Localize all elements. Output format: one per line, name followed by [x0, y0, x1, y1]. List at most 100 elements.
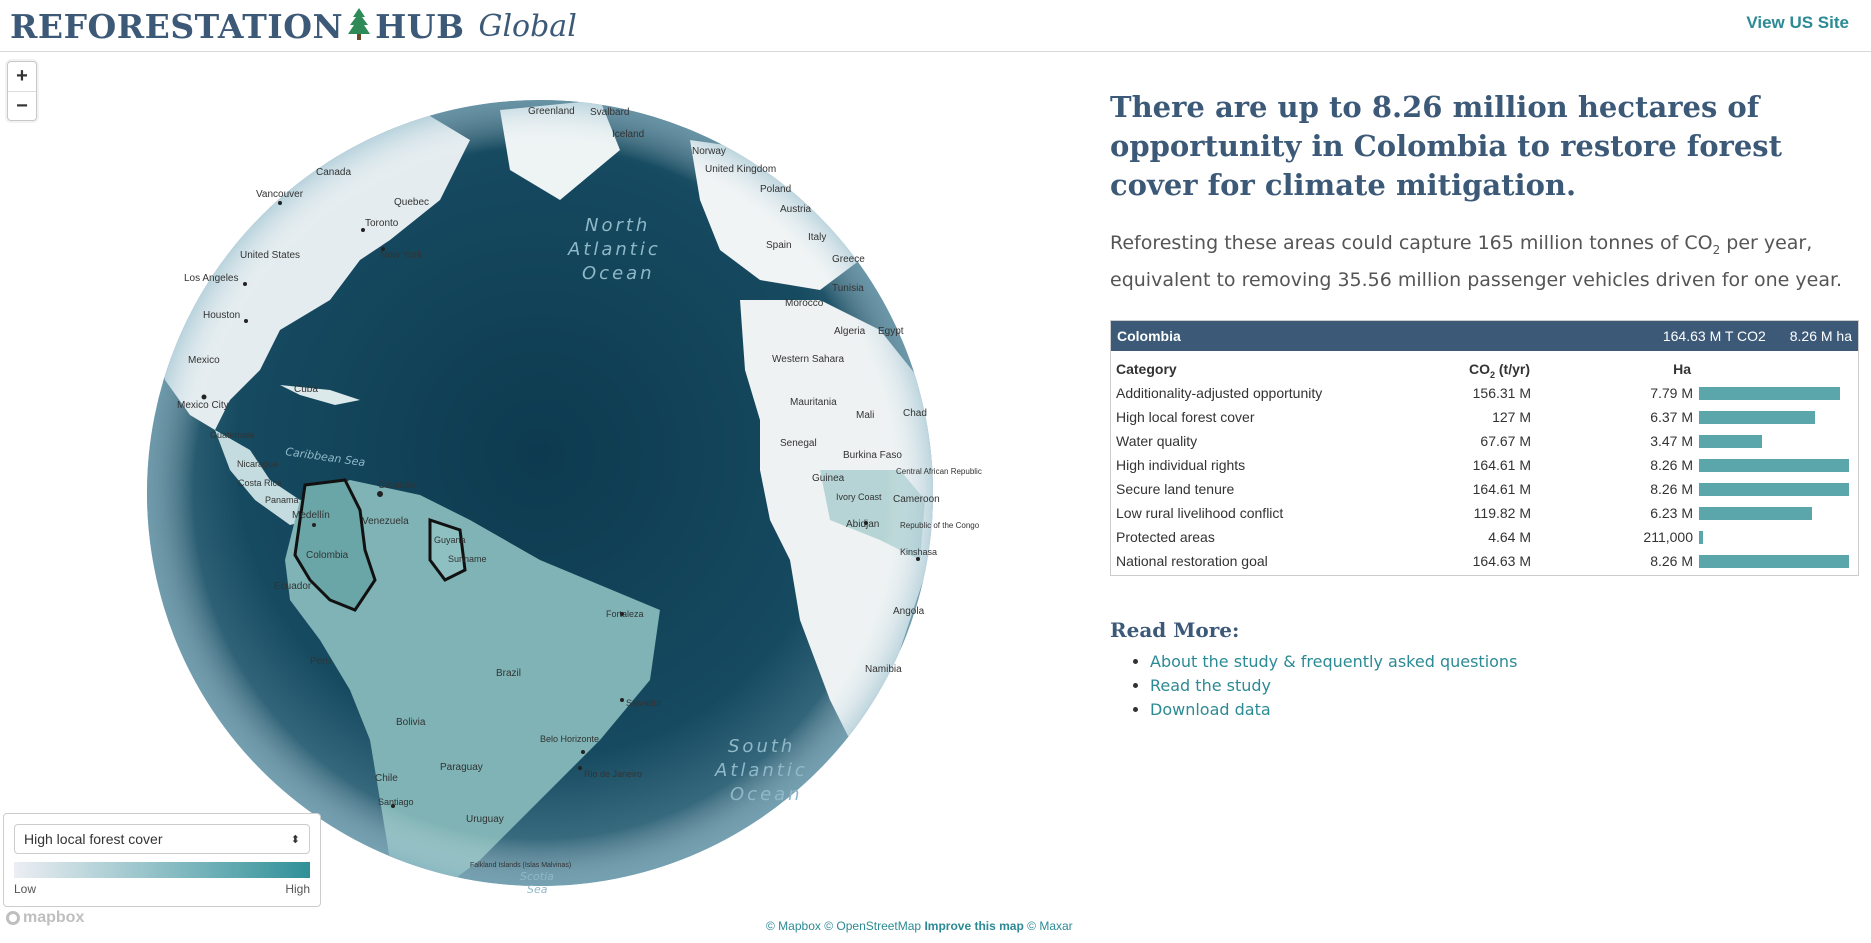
country-table: Colombia 164.63 M T CO2 8.26 M ha Catego… — [1110, 320, 1859, 576]
place-label: Panama — [265, 495, 299, 505]
site-logo[interactable]: REFORESTATION HUB Global — [10, 2, 577, 50]
table-row: High local forest cover 127 M 6.37 M — [1111, 405, 1858, 429]
place-label: Venezuela — [362, 516, 409, 527]
osm-attribution-link[interactable]: © OpenStreetMap — [824, 919, 922, 933]
place-label: Cameroon — [893, 494, 940, 505]
zoom-out-button[interactable]: − — [8, 91, 36, 120]
table-row: National restoration goal 164.63 M 8.26 M — [1111, 549, 1858, 573]
layer-select[interactable]: High local forest cover ⬍ — [14, 824, 310, 854]
city-markers — [201, 201, 920, 808]
total-co2: 164.63 M T CO2 — [1662, 328, 1766, 344]
place-label: Mexico City — [177, 400, 229, 411]
place-label: United Kingdom — [705, 164, 776, 175]
col-co2-sub: 2 — [1489, 369, 1495, 380]
row-co2: 164.61 M — [1472, 457, 1531, 473]
place-label: Cuba — [294, 384, 318, 395]
summary-subscript: 2 — [1712, 242, 1721, 257]
place-label: Guinea — [812, 473, 845, 484]
place-label: Salvador — [626, 698, 662, 708]
mapbox-logo-text: mapbox — [23, 909, 85, 926]
table-row: Low rural livelihood conflict 119.82 M 6.2… — [1111, 501, 1858, 525]
place-label: Burkina Faso — [843, 450, 902, 461]
place-label: Canada — [316, 167, 351, 178]
maxar-attribution-link[interactable]: © Maxar — [1027, 919, 1073, 933]
legend-high-label: High — [285, 882, 310, 896]
updown-chevron-icon: ⬍ — [290, 833, 300, 846]
row-ha-bar — [1699, 411, 1815, 424]
globe-rim — [147, 100, 933, 886]
place-label: Nicaragua — [237, 459, 278, 469]
place-label: Angola — [893, 606, 925, 617]
tree-icon — [347, 7, 371, 45]
place-label: Greenland — [528, 106, 575, 117]
place-label: Tunisia — [832, 283, 864, 294]
row-ha: 6.37 M — [1650, 409, 1693, 425]
row-ha: 8.26 M — [1650, 481, 1693, 497]
legend-low-label: Low — [14, 882, 37, 896]
row-ha: 8.26 M — [1650, 553, 1693, 569]
table-header-bar: Colombia 164.63 M T CO2 8.26 M ha — [1111, 321, 1858, 351]
place-label: Svalbard — [590, 107, 629, 118]
row-ha-bar — [1699, 531, 1703, 544]
mapbox-attribution-link[interactable]: © Mapbox — [766, 919, 821, 933]
table-row: Protected areas 4.64 M 211,000 — [1111, 525, 1858, 549]
layer-select-value: High local forest cover — [24, 831, 163, 847]
read-study-link[interactable]: Read the study — [1150, 676, 1272, 695]
opportunity-headline: There are up to 8.26 million hectares of… — [1110, 90, 1783, 202]
place-label: Costa Rica — [238, 478, 282, 488]
place-label: Morocco — [785, 298, 824, 309]
place-label: Los Angeles — [184, 273, 239, 284]
view-us-site-link[interactable]: View US Site — [1746, 13, 1849, 32]
col-co2-prefix: CO — [1468, 361, 1490, 377]
row-category: High individual rights — [1116, 457, 1246, 473]
table-body: Additionality-adjusted opportunity 156.31… — [1111, 381, 1858, 573]
place-label: Mauritania — [790, 397, 837, 408]
mapbox-logo[interactable]: mapbox — [6, 909, 84, 927]
table-row: Additionality-adjusted opportunity 156.31… — [1111, 381, 1858, 405]
place-label: Italy — [808, 232, 826, 243]
place-label: Norway — [692, 146, 726, 157]
place-label: Chad — [903, 408, 927, 419]
zoom-in-button[interactable]: + — [16, 65, 28, 87]
row-ha: 7.79 M — [1650, 385, 1693, 401]
map-canvas[interactable]: North Atlantic Ocean South Atlantic Ocea… — [0, 52, 1090, 943]
row-co2: 164.63 M — [1472, 553, 1531, 569]
download-data-link[interactable]: Download data — [1150, 700, 1271, 719]
read-more-links: About the study & frequently asked quest… — [1150, 650, 1517, 722]
place-label: Toronto — [365, 218, 399, 229]
place-label: Greece — [832, 254, 865, 265]
row-ha-bar — [1699, 459, 1849, 472]
row-category: Secure land tenure — [1116, 481, 1235, 497]
row-co2: 119.82 M — [1473, 505, 1531, 521]
row-category: National restoration goal — [1116, 553, 1268, 569]
brand-right: HUB — [375, 6, 465, 46]
table-row: Water quality 67.67 M 3.47 M — [1111, 429, 1858, 453]
map-legend: High local forest cover ⬍ Low High — [3, 813, 321, 907]
ocean-label: North — [585, 215, 650, 236]
place-label: Falkland Islands (Islas Malvinas) — [470, 862, 571, 869]
sea-label: Sea — [527, 883, 548, 896]
place-label: Poland — [760, 184, 791, 195]
place-label: Suriname — [448, 554, 487, 564]
color-ramp — [14, 862, 310, 878]
place-label: Republic of the Congo — [900, 521, 980, 530]
place-label: Ivory Coast — [836, 492, 882, 502]
improve-map-link[interactable]: Improve this map — [924, 919, 1024, 933]
place-label: Belo Horizonte — [540, 734, 599, 744]
summary-text-2: per year, equivalent to removing 35.56 m… — [1110, 232, 1843, 291]
brand-tagline: Global — [478, 8, 577, 44]
zoom-control: + − — [7, 61, 37, 121]
row-ha: 6.23 M — [1650, 505, 1693, 521]
place-label: Paraguay — [440, 762, 483, 773]
place-label: Chile — [375, 773, 398, 784]
about-study-link[interactable]: About the study & frequently asked quest… — [1150, 652, 1518, 671]
row-co2: 127 M — [1492, 409, 1531, 425]
place-label: Iceland — [612, 129, 644, 140]
map-attribution: © Mapbox © OpenStreetMap Improve this ma… — [766, 919, 1073, 933]
summary-text-1: Reforesting these areas could capture 16… — [1110, 232, 1713, 254]
place-label: Peru — [310, 656, 331, 667]
place-label: Guyana — [434, 535, 466, 545]
globe[interactable]: North Atlantic Ocean South Atlantic Ocea… — [0, 52, 1090, 943]
place-label: Senegal — [780, 438, 817, 449]
place-label: Mali — [856, 410, 874, 421]
